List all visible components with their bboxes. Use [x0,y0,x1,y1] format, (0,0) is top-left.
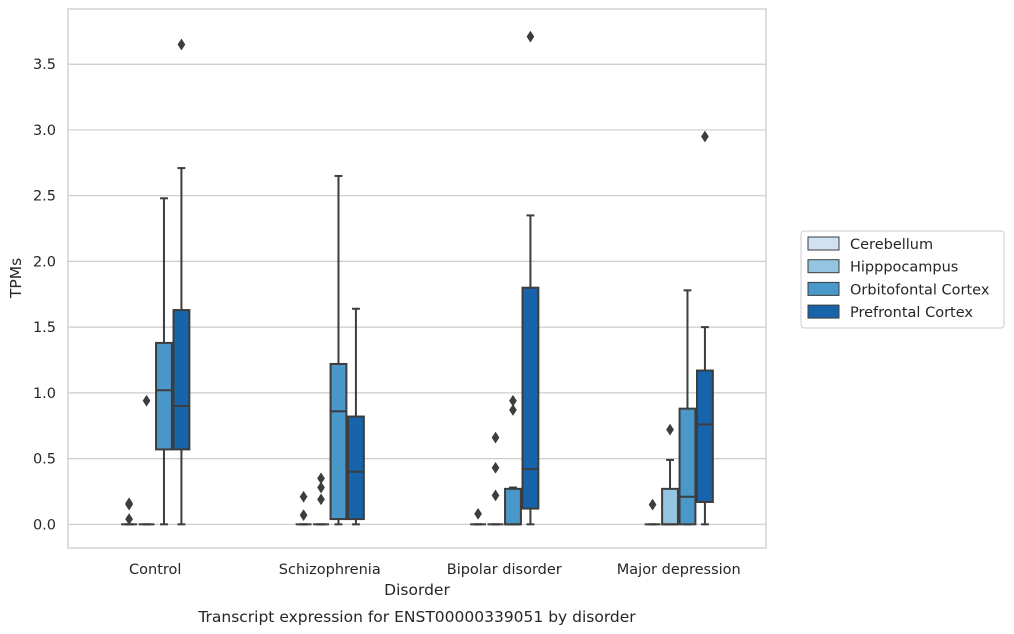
outlier-point [177,38,186,51]
box-group [521,30,540,526]
legend-label: Prefrontal Cortex [850,305,973,321]
outlier-point [299,509,308,522]
box [521,286,540,510]
x-axis-ticks: Control Schizophrenia Bipolar disorder Majo… [129,562,741,578]
x-axis-label: Disorder [384,581,450,599]
box [696,369,714,503]
plot-frame [67,8,767,549]
box-group [661,423,679,526]
box-group [678,289,697,526]
x-tick-label: Major depression [617,562,741,578]
outlier-point [491,489,500,502]
x-tick-label: Control [129,562,181,578]
x-tick-label: Bipolar disorder [447,562,562,578]
y-tick-label: 2.5 [33,189,56,205]
legend-swatch [807,304,840,319]
outlier-point [509,404,517,416]
outlier-point [526,30,535,43]
box-group [329,174,348,526]
y-axis-ticks: 0.0 0.5 1.0 1.5 2.0 2.5 3.0 3.5 [33,57,56,533]
figure-caption: Transcript expression for ENST0000033905… [197,608,636,626]
outlier-point [125,497,133,510]
box-group [313,472,329,526]
box [347,415,365,521]
y-tick-label: 3.5 [33,57,56,73]
y-tick-label: 1.5 [33,320,56,336]
box [172,309,191,451]
box [329,362,348,521]
box-group [295,490,312,526]
y-axis-label: TPMs [7,258,25,299]
y-tick-label: 1.0 [33,386,56,402]
legend: Cerebellum Hipppocampus Orbitofontal Corte… [800,230,1005,329]
outlier-point [666,423,674,436]
outlier-point [317,493,325,506]
outlier-point [299,490,308,503]
legend-swatch [807,259,840,274]
outlier-point [142,394,151,407]
legend-label: Orbitofontal Cortex [850,282,990,298]
box [504,487,522,526]
box-group [172,38,191,526]
box-group [121,497,137,526]
box-groups [121,30,714,526]
x-tick-label: Schizophrenia [279,562,381,578]
outlier-point [474,507,482,520]
legend-label: Cerebellum [850,237,933,253]
y-tick-label: 0.5 [33,452,56,468]
legend-swatch [807,236,840,251]
y-tick-label: 2.0 [33,254,56,270]
legend-swatch [807,281,840,296]
outlier-point [491,461,500,474]
y-tick-label: 3.0 [33,123,56,139]
box [155,341,173,451]
outlier-point [491,431,500,444]
box-group [487,431,504,526]
outlier-point [125,513,133,526]
box-group [504,394,522,526]
box-group [155,197,173,526]
legend-frame [800,230,1005,329]
outlier-point [701,130,709,143]
box-group [644,498,661,526]
box-group [347,307,365,526]
gridlines [68,63,766,525]
y-tick-label: 0.0 [33,517,56,533]
box [678,407,697,526]
box-group [696,130,714,526]
outlier-point [648,498,657,511]
box [661,487,679,526]
outlier-point [317,481,325,494]
box-group [138,394,155,526]
legend-label: Hipppocampus [850,260,958,276]
box-group [470,507,486,526]
